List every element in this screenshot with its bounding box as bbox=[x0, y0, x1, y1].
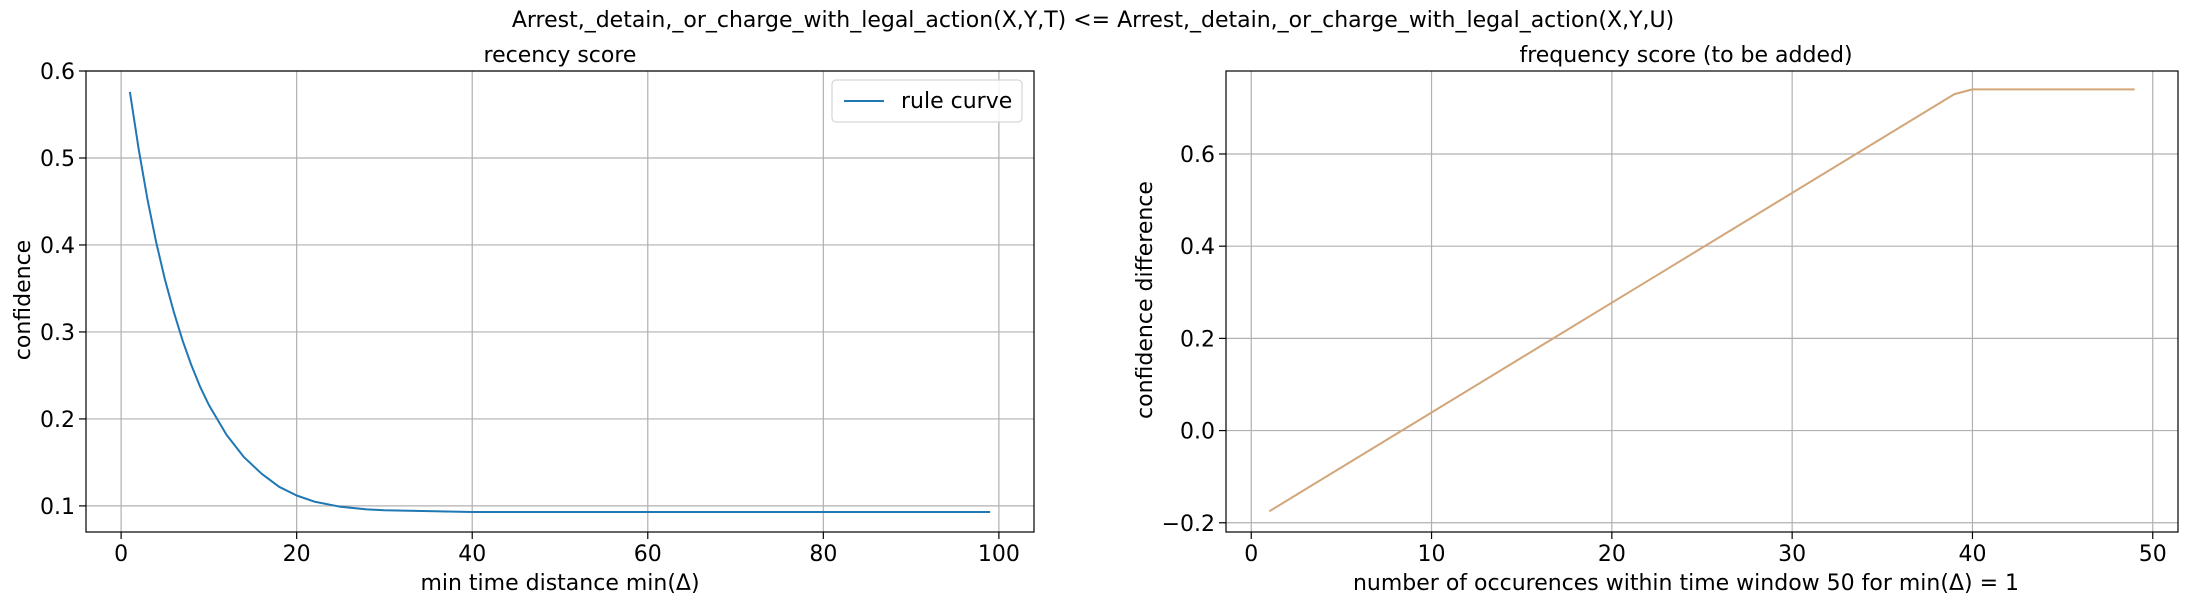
recency-legend-box bbox=[831, 79, 1023, 123]
recency-legend-label: rule curve bbox=[901, 89, 1012, 114]
frequency-grid bbox=[1226, 71, 2178, 532]
figure-title: Arrest,_detain,_or_charge_with_legal_act… bbox=[512, 8, 1674, 33]
frequency-chart: frequency score (to be added) 0 10 20 30 40 5… bbox=[1133, 43, 2179, 596]
frequency-x-tick-label: 20 bbox=[1598, 542, 1626, 567]
frequency-x-tick-label: 0 bbox=[1244, 542, 1258, 567]
recency-x-tick-label: 80 bbox=[809, 542, 837, 567]
recency-y-axis-label: confidence bbox=[11, 240, 36, 360]
recency-x-tick-label: 20 bbox=[283, 542, 311, 567]
frequency-y-tick-label: 0.2 bbox=[1180, 327, 1215, 352]
recency-y-tick-label: 0.6 bbox=[40, 60, 75, 85]
frequency-y-axis-label: confidence difference bbox=[1133, 181, 1158, 419]
recency-x-axis: 0 20 40 60 80 100 bbox=[114, 532, 1020, 567]
frequency-x-axis-label: number of occurences within time window … bbox=[1353, 571, 2019, 596]
frequency-series bbox=[1268, 88, 2135, 513]
recency-y-tick-label: 0.3 bbox=[40, 321, 75, 346]
recency-series-line bbox=[128, 91, 991, 513]
recency-y-tick-label: 0.1 bbox=[40, 495, 75, 520]
frequency-x-tick-label: 10 bbox=[1418, 542, 1446, 567]
frequency-plot-frame bbox=[1225, 70, 2179, 533]
recency-x-tick-label: 60 bbox=[634, 542, 662, 567]
frequency-x-tick-label: 50 bbox=[2139, 542, 2167, 567]
recency-x-tick-label: 100 bbox=[978, 542, 1020, 567]
recency-y-axis: 0.1 0.2 0.3 0.4 0.5 0.6 bbox=[40, 60, 86, 520]
recency-x-tick-label: 40 bbox=[458, 542, 486, 567]
recency-y-tick-label: 0.5 bbox=[40, 147, 75, 172]
frequency-y-axis: −0.2 0.0 0.2 0.4 0.6 bbox=[1162, 143, 1226, 537]
frequency-x-axis: 0 10 20 30 40 50 bbox=[1244, 532, 2167, 567]
frequency-x-tick-label: 30 bbox=[1778, 542, 1806, 567]
recency-chart: recency score 0 20 40 60 80 100 0.10.20.30.40… bbox=[11, 43, 1035, 596]
frequency-series-line bbox=[1268, 88, 2135, 513]
recency-legend: rule curve bbox=[831, 79, 1023, 123]
frequency-x-tick-label: 40 bbox=[1958, 542, 1986, 567]
frequency-y-tick-label: −0.2 bbox=[1162, 512, 1215, 537]
frequency-y-tick-label: 0.4 bbox=[1180, 235, 1215, 260]
recency-chart-title: recency score bbox=[484, 43, 637, 68]
frequency-y-tick-label: 0.6 bbox=[1180, 143, 1215, 168]
frequency-y-tick-label: 0.0 bbox=[1180, 420, 1215, 445]
recency-x-axis-label: min time distance min(Δ) bbox=[420, 571, 699, 596]
recency-y-tick-label: 0.4 bbox=[40, 234, 75, 259]
recency-series bbox=[128, 91, 991, 513]
recency-y-tick-label: 0.2 bbox=[40, 408, 75, 433]
recency-grid bbox=[86, 70, 1034, 532]
recency-x-tick-label: 0 bbox=[114, 542, 128, 567]
frequency-chart-title: frequency score (to be added) bbox=[1519, 43, 1852, 68]
recency-plot-frame bbox=[85, 70, 1035, 533]
